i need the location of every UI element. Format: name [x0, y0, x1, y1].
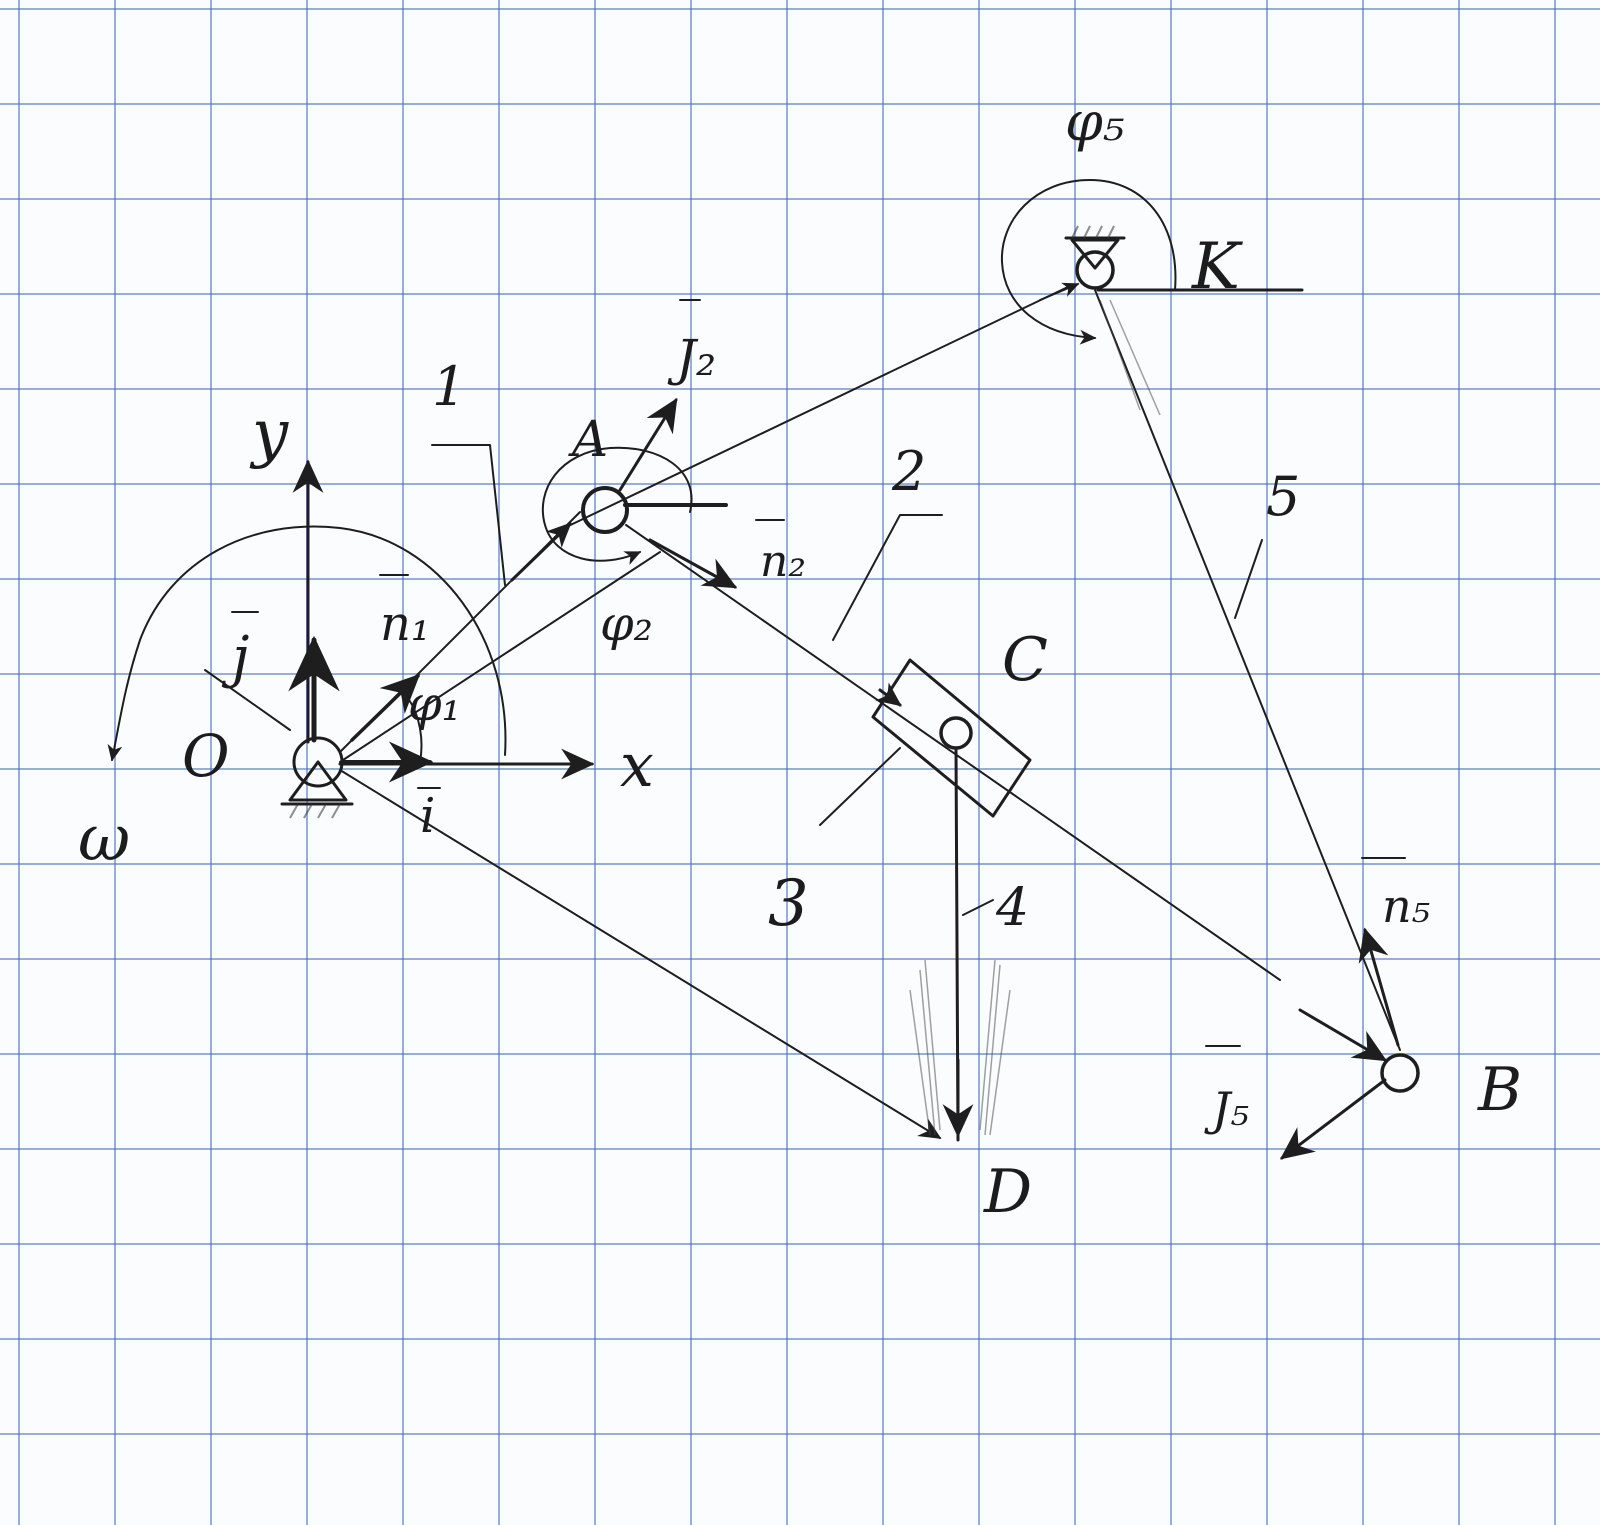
slider-block [871, 658, 1032, 818]
coordinate-axes [288, 459, 595, 783]
link-3-leader [819, 747, 901, 826]
slider-C [819, 658, 1032, 826]
label-point-C: C [1002, 625, 1048, 695]
vector-n1 [350, 673, 421, 742]
labels: y x O ω i j φ₁ φ₂ φ₅ n₁ n₂ n₅ J₂ J₅ A C … [78, 90, 1522, 1227]
link-5 [1094, 289, 1401, 1051]
label-link-2: 2 [891, 440, 926, 503]
label-point-B: B [1477, 1055, 1522, 1125]
link-2 [625, 524, 1281, 981]
label-unit-j: j [221, 625, 249, 690]
label-n2: n₂ [760, 536, 806, 587]
label-link-3: 3 [768, 867, 809, 941]
vector-OB-head [1298, 1008, 1388, 1062]
link-2-leader [832, 514, 943, 641]
label-phi2: φ₂ [600, 596, 653, 652]
link-5-shading [1099, 299, 1161, 416]
support-O [280, 736, 354, 819]
vector-n5-at-K [1039, 282, 1080, 301]
link-4-leader [962, 899, 994, 916]
joint-K [1075, 250, 1115, 290]
velocity-D-shading [909, 959, 1011, 1136]
line-OA-to-K [559, 284, 1073, 531]
omega-arc [107, 525, 507, 762]
support-K [1000, 179, 1304, 345]
joint-C [939, 716, 973, 750]
vector-n2 [648, 538, 738, 589]
label-origin-O: O [182, 722, 230, 790]
label-n5: n₅ [1382, 879, 1430, 933]
vector-J2 [618, 397, 678, 492]
slider-arrow [875, 682, 902, 707]
joint-B [1380, 1053, 1420, 1093]
joint-A-group [541, 397, 728, 565]
joint-O [292, 736, 344, 788]
label-n1: n₁ [380, 596, 430, 652]
joint-A [581, 486, 629, 534]
label-point-A: A [568, 410, 608, 468]
phi2-arc [541, 446, 693, 565]
link-1-leader [431, 444, 506, 586]
label-link-1: 1 [432, 355, 466, 418]
label-link-5: 5 [1266, 465, 1300, 528]
phi2-reference-line [339, 551, 661, 763]
label-phi5: φ₅ [1065, 90, 1124, 153]
link-5-leader [1234, 539, 1263, 619]
phi5-arc [1000, 179, 1177, 345]
label-phi1: φ₁ [408, 676, 461, 732]
label-J5: J₅ [1204, 1082, 1249, 1136]
label-axis-x: x [620, 731, 654, 801]
label-unit-i: i [420, 788, 435, 844]
phi1-angle-arc [407, 697, 423, 763]
phi1-pointer [204, 669, 291, 731]
vector-OA-head [510, 522, 572, 582]
label-link-4: 4 [995, 878, 1029, 938]
label-J2: J₂ [667, 329, 716, 387]
vector-OD [339, 769, 942, 1139]
label-point-D: D [983, 1157, 1032, 1227]
label-point-K: K [1191, 230, 1243, 304]
label-omega: ω [78, 802, 130, 876]
vector-n5 [1358, 927, 1400, 1047]
label-axis-y: y [249, 397, 289, 471]
vector-J5 [1279, 1078, 1387, 1160]
support-O-triangle [288, 760, 348, 802]
